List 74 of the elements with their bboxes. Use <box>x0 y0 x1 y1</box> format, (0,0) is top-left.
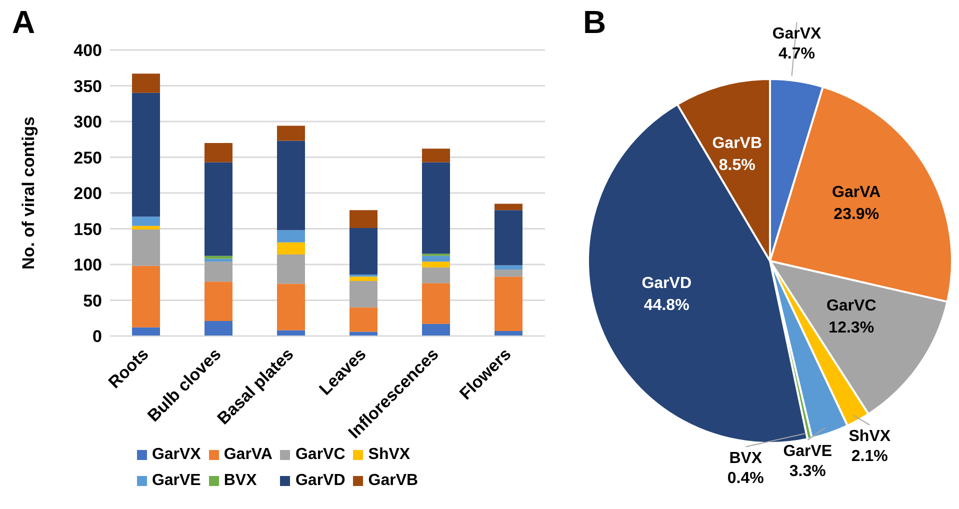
bar <box>204 282 232 321</box>
legend-label: GarVB <box>368 472 418 490</box>
legend-label: GarVA <box>224 446 272 464</box>
bar <box>350 332 378 336</box>
y-tick-label: 0 <box>92 327 102 346</box>
legend-label: GarVE <box>152 472 201 490</box>
y-axis-title: No. of viral contigs <box>19 116 38 270</box>
data-label: 4.7% <box>778 45 816 62</box>
legend-label: GarVD <box>295 472 346 490</box>
chart-title: B <box>583 4 606 41</box>
bar <box>494 265 522 270</box>
y-tick-label: 300 <box>74 112 102 132</box>
bar <box>132 74 160 93</box>
bar <box>277 126 305 141</box>
slice-label: GarVB <box>712 135 762 152</box>
bar <box>204 142 232 162</box>
data-label: 8.5% <box>718 157 756 174</box>
data-label: 44.8% <box>644 297 690 314</box>
bar <box>422 162 450 254</box>
legend-label: BVX <box>224 472 257 490</box>
bar <box>132 226 160 230</box>
bar <box>422 262 450 268</box>
bar <box>204 320 232 336</box>
bar <box>494 204 522 210</box>
bar <box>350 228 378 275</box>
bar <box>350 280 378 308</box>
bar <box>494 276 522 331</box>
y-tick-label: 150 <box>74 220 102 239</box>
slice-label: GarVA <box>832 184 882 202</box>
slice-label: GarVD <box>642 275 692 292</box>
y-tick-label: 200 <box>74 184 102 204</box>
data-label: 3.3% <box>789 462 826 480</box>
data-label: 0.4% <box>727 470 764 487</box>
bar <box>277 242 305 254</box>
bar <box>422 148 450 162</box>
legend-label: ShVX <box>368 446 410 464</box>
bar <box>422 324 450 336</box>
bar <box>277 284 305 330</box>
slice-label: GarVE <box>783 442 832 460</box>
bar <box>494 270 522 277</box>
data-label: 2.1% <box>851 448 888 465</box>
bar <box>422 267 450 284</box>
slice-label: ShVX <box>848 428 891 445</box>
bar <box>204 262 232 282</box>
bar <box>277 254 305 284</box>
bar <box>132 92 160 217</box>
y-tick-label: 250 <box>74 148 102 168</box>
slice-label: GarVC <box>826 298 877 315</box>
y-tick-label: 350 <box>74 76 102 96</box>
data-label: 23.9% <box>834 206 880 224</box>
data-label: 12.3% <box>828 320 874 337</box>
legend-label: GarVX <box>152 446 201 464</box>
y-tick-label: 50 <box>83 291 102 310</box>
bar <box>132 229 160 266</box>
bar <box>350 307 378 332</box>
bar <box>204 162 232 256</box>
legend-label: GarVC <box>295 446 346 464</box>
bar <box>350 210 378 228</box>
bar <box>494 210 522 266</box>
bar <box>277 230 305 242</box>
chart-title: A <box>12 4 36 41</box>
bar <box>132 216 160 226</box>
bar <box>422 283 450 324</box>
y-tick-label: 100 <box>74 256 102 275</box>
bar <box>494 330 522 336</box>
bar <box>350 276 378 281</box>
y-tick-label: 400 <box>74 41 102 60</box>
slice-label: GarVX <box>772 25 822 42</box>
bar <box>132 327 160 336</box>
bar <box>422 256 450 262</box>
slice-label: BVX <box>729 450 762 467</box>
bar <box>277 140 305 230</box>
bar <box>204 256 232 259</box>
bar <box>132 266 160 328</box>
